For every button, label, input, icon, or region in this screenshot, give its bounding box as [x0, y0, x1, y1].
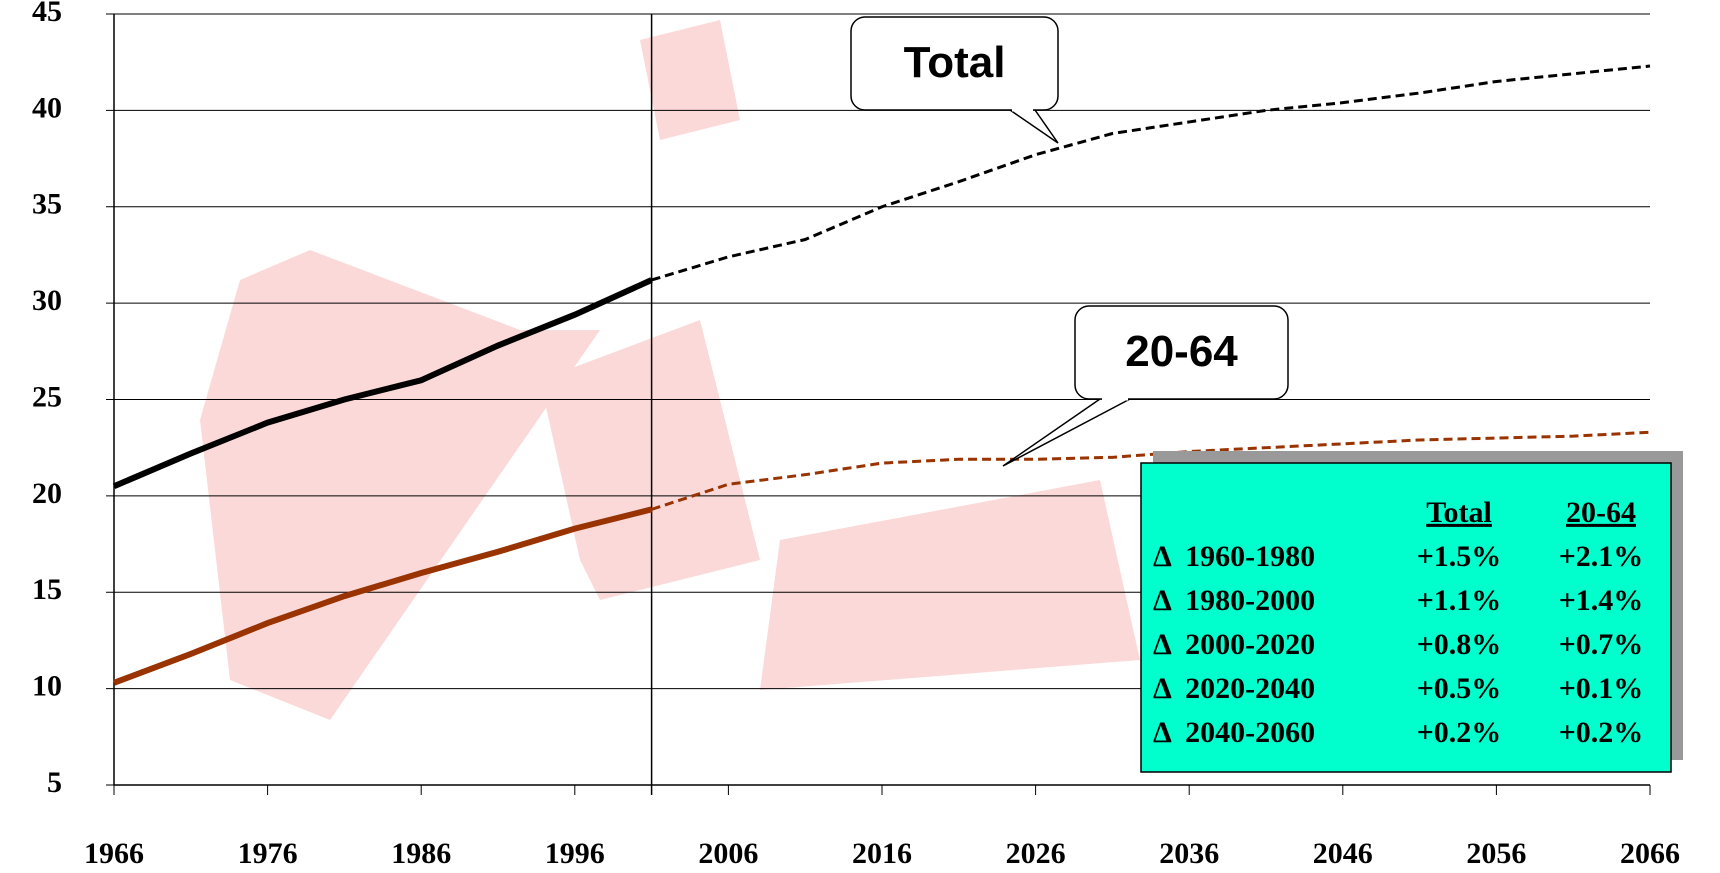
- table-cell: +1.5%: [1417, 540, 1502, 573]
- table-header: 20-64: [1566, 496, 1636, 529]
- table-header: Total: [1426, 496, 1492, 529]
- y-tick-label: 30: [32, 284, 62, 317]
- map-background: [200, 20, 1140, 720]
- callout-box: [1074, 305, 1289, 400]
- map-shape: [640, 20, 740, 140]
- x-tick-label: 2056: [1466, 837, 1526, 870]
- x-tick-label: 2006: [698, 837, 758, 870]
- history-line: [112, 277, 653, 489]
- projection-line: [651, 430, 1651, 511]
- x-tick-label: 1966: [84, 837, 144, 870]
- map-shape: [760, 480, 1140, 690]
- table-cell: Δ 2040-2060: [1153, 716, 1315, 749]
- x-tick-label: 1986: [391, 837, 451, 870]
- map-shape: [540, 320, 760, 600]
- x-tick-label: 1976: [238, 837, 298, 870]
- table-cell: +0.8%: [1417, 628, 1502, 661]
- y-tick-label: 20: [32, 477, 62, 510]
- y-tick-label: 25: [32, 380, 62, 413]
- table-cell: Δ 1960-1980: [1153, 540, 1315, 573]
- projection-line: [651, 64, 1651, 282]
- x-tick-label: 2046: [1313, 837, 1373, 870]
- table-cell: +0.5%: [1417, 672, 1502, 705]
- history-line: [112, 506, 653, 686]
- y-tick-label: 15: [32, 573, 62, 606]
- table-cell: +1.1%: [1417, 584, 1502, 617]
- x-tick-label: 2016: [852, 837, 912, 870]
- table-cell: Δ 1980-2000: [1153, 584, 1315, 617]
- table-cell: +0.2%: [1559, 716, 1644, 749]
- table-cell: +0.1%: [1559, 672, 1644, 705]
- y-tick-label: 45: [32, 0, 62, 28]
- callout-label: Total: [904, 38, 1006, 87]
- y-tick-label: 40: [32, 91, 62, 124]
- table-box: [1140, 462, 1672, 773]
- x-tick-label: 2036: [1159, 837, 1219, 870]
- callout-label: 20-64: [1125, 327, 1238, 376]
- table-cell: +0.7%: [1559, 628, 1644, 661]
- table-cell: Δ 2020-2040: [1153, 672, 1315, 705]
- y-tick-label: 5: [47, 766, 62, 799]
- y-tick-label: 10: [32, 670, 62, 703]
- table-cell: +1.4%: [1559, 584, 1644, 617]
- map-shape: [200, 250, 600, 720]
- table-cell: +2.1%: [1559, 540, 1644, 573]
- callout-tail: [1007, 109, 1059, 144]
- table-cell: +0.2%: [1417, 716, 1502, 749]
- callout-box: [850, 16, 1059, 111]
- table-cell: Δ 2000-2020: [1153, 628, 1315, 661]
- x-tick-label: 2026: [1006, 837, 1066, 870]
- y-tick-label: 35: [32, 188, 62, 221]
- x-tick-label: 1996: [545, 837, 605, 870]
- x-tick-label: 2066: [1620, 837, 1680, 870]
